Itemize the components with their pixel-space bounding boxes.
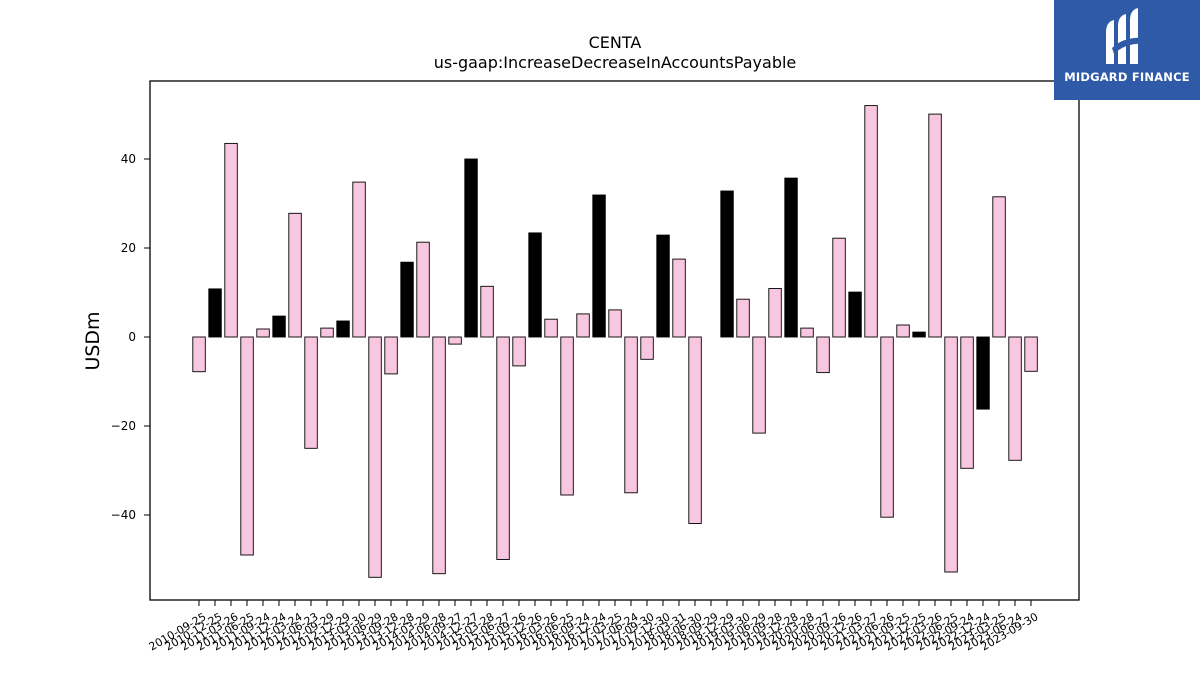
y-tick-label: 20: [121, 241, 136, 255]
bar-2021-06-26: [880, 336, 894, 518]
bar-2019-06-29: [752, 336, 766, 434]
y-tick-label: −40: [111, 508, 136, 522]
bar-2019-12-28: [784, 177, 798, 338]
bar-2022-09-24: [960, 336, 974, 469]
bar-2015-03-28: [480, 285, 494, 338]
y-tick-label: −20: [111, 419, 136, 433]
bar-2017-06-24: [624, 336, 638, 494]
bar-2016-12-24: [592, 194, 606, 338]
bar-2014-06-28: [432, 336, 446, 575]
bar-2023-03-25: [992, 196, 1006, 338]
brand-name: MIDGARD FINANCE: [1064, 70, 1190, 84]
bar-2011-09-24: [256, 328, 270, 338]
y-tick-label: 40: [121, 152, 136, 166]
bar-2012-09-29: [320, 327, 334, 338]
y-axis-label: USDm: [82, 311, 104, 370]
bar-2018-12-29: [720, 190, 734, 338]
bar-2020-09-26: [832, 237, 846, 338]
bar-2022-06-25: [944, 336, 958, 573]
bar-2015-09-26: [512, 336, 526, 367]
bar-2017-03-25: [608, 309, 622, 338]
bar-2018-03-31: [672, 258, 686, 338]
bar-2013-12-28: [400, 261, 414, 338]
bar-2022-12-24: [976, 336, 990, 410]
y-tick-label: 0: [128, 330, 136, 344]
bar-2010-12-25: [208, 288, 222, 338]
bar-2013-09-28: [384, 336, 398, 375]
bar-2014-09-27: [448, 336, 462, 345]
bar-2021-03-27: [864, 105, 878, 338]
bar-2023-09-30: [1024, 336, 1038, 372]
logo-mark-icon: [1106, 8, 1146, 64]
bar-2016-03-26: [544, 318, 558, 338]
bar-2014-12-27: [464, 158, 478, 338]
chart-subtitle: us-gaap:IncreaseDecreaseInAccountsPayabl…: [434, 53, 797, 72]
y-axis-ticks: 40 20 0 −20 −40: [111, 152, 150, 522]
x-axis-ticks: 2010-09-252010-12-252011-03-262011-06-25…: [147, 600, 1041, 653]
brand-logo: MIDGARD FINANCE: [1054, 0, 1200, 100]
bar-2019-09-28: [768, 288, 782, 338]
bar-2015-06-27: [496, 336, 510, 560]
bar-2022-03-26: [928, 113, 942, 338]
bar-2011-03-26: [224, 142, 238, 338]
bar-2011-12-24: [272, 315, 286, 338]
bar-2013-03-30: [352, 181, 366, 338]
bar-2014-03-29: [416, 241, 430, 338]
bar-2018-06-30: [688, 336, 702, 524]
bar-2016-09-24: [576, 313, 590, 338]
bar-2016-06-25: [560, 336, 574, 496]
plot-frame: [149, 80, 1080, 601]
bar-2019-03-30: [736, 298, 750, 338]
bar-2011-06-25: [240, 336, 254, 556]
bar-2020-06-27: [816, 336, 830, 374]
bar-2017-12-30: [656, 234, 670, 338]
bar-2012-06-23: [304, 336, 318, 449]
bar-2020-03-28: [800, 327, 814, 338]
bar-2021-09-25: [896, 324, 910, 338]
bar-2023-06-24: [1008, 336, 1022, 461]
bars-group: [192, 105, 1038, 578]
bar-2020-12-26: [848, 291, 862, 338]
bar-2012-03-24: [288, 212, 302, 338]
bar-2010-09-25: [192, 336, 206, 373]
bar-2017-09-30: [640, 336, 654, 360]
bar-2012-12-29: [336, 320, 350, 338]
chart-title: CENTA: [589, 33, 642, 52]
bar-2013-06-29: [368, 336, 382, 578]
bar-2021-12-25: [912, 331, 926, 338]
bar-2015-12-26: [528, 232, 542, 338]
